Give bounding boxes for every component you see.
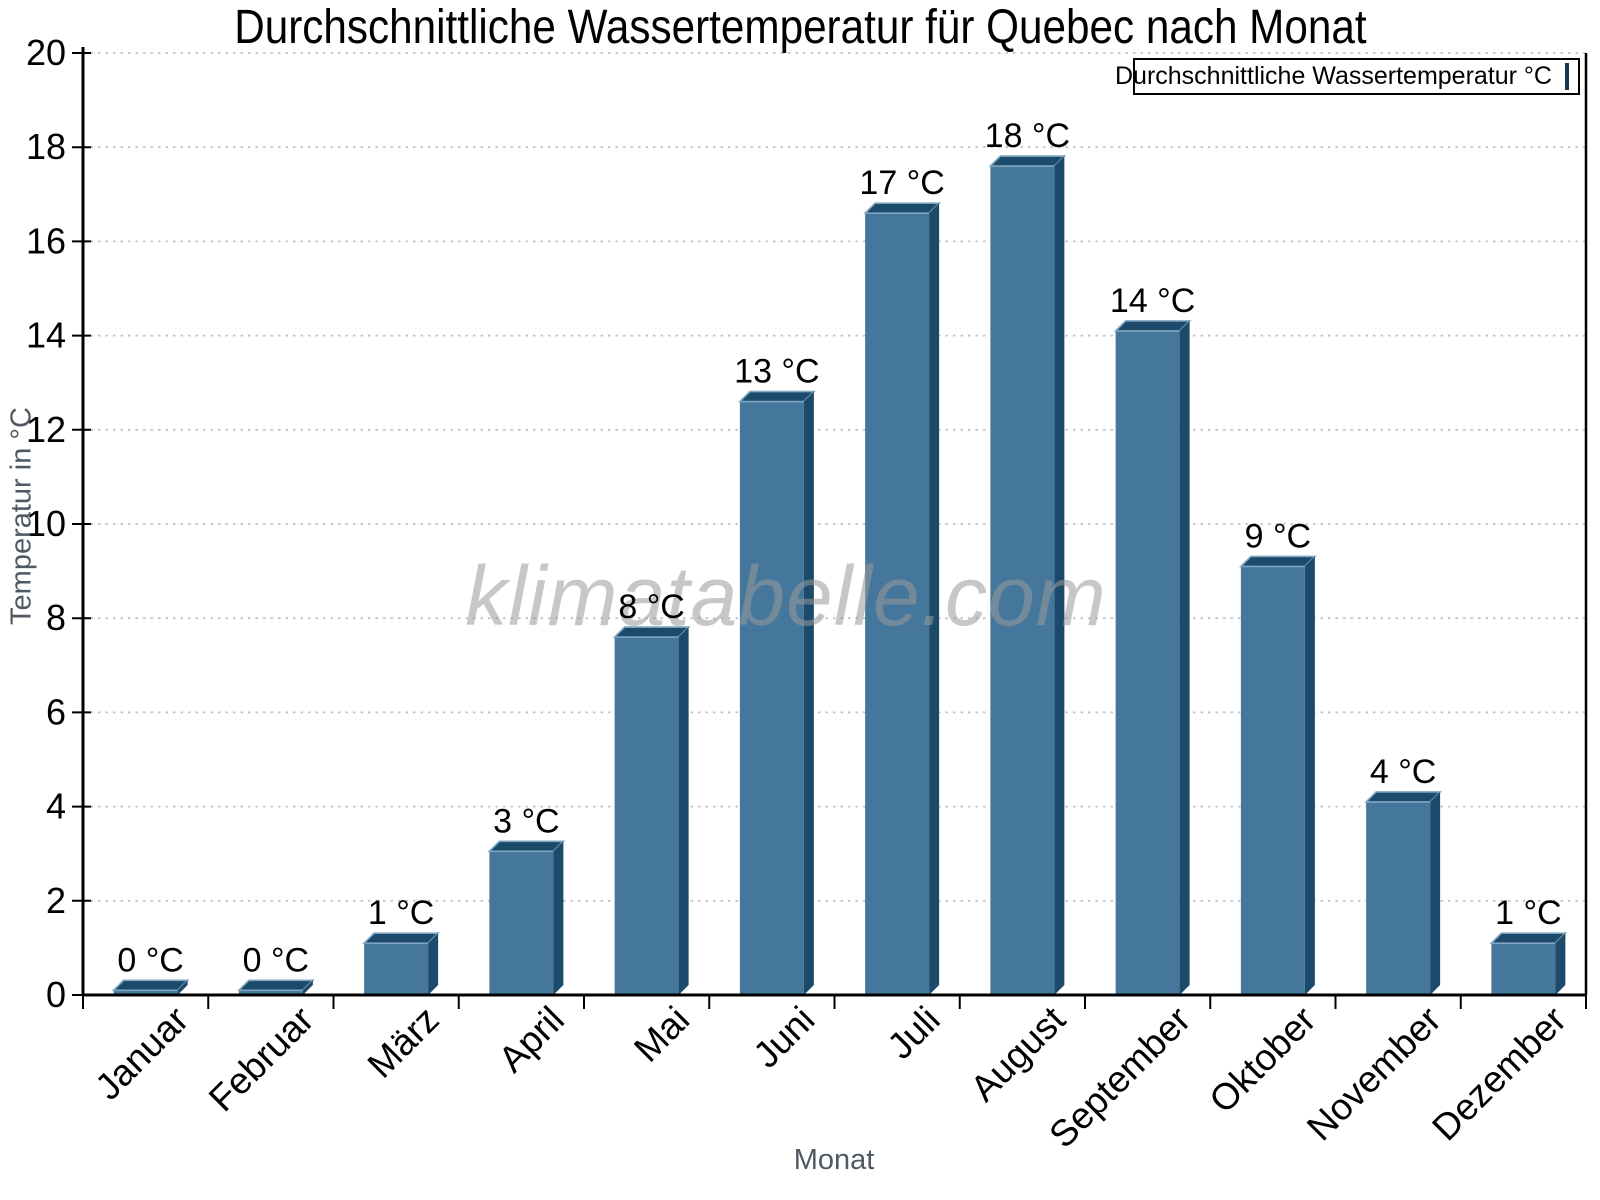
bar-side-august <box>1054 156 1065 996</box>
bar-top-dezember <box>1489 932 1568 944</box>
bar-face-januar <box>113 990 178 995</box>
bar-value-label-januar: 0 °C <box>117 941 184 979</box>
month-label-oktober: Oktober <box>1201 999 1323 1121</box>
bar-side-mai <box>678 627 689 995</box>
month-label-april: April <box>491 999 572 1080</box>
chart-title-text: Durchschnittliche Wassertemperatur für Q… <box>233 1 1367 54</box>
bar-side-november <box>1430 791 1441 995</box>
bar-side-februar <box>302 980 313 995</box>
bar-face-oktober <box>1240 566 1305 995</box>
legend-swatch-icon <box>1565 63 1569 90</box>
bar-value-label-november: 4 °C <box>1370 753 1437 791</box>
bar-face-august <box>990 166 1055 996</box>
legend-label: Durchschnittliche Wassertemperatur °C <box>1115 62 1552 90</box>
watermark-text: klimatabelle.com <box>465 549 1107 643</box>
month-label-juni: Juni <box>746 999 823 1076</box>
bar-face-november <box>1366 801 1431 995</box>
bar-value-label-august: 18 °C <box>985 117 1070 155</box>
bar-value-label-juli: 17 °C <box>859 164 944 202</box>
bar-side-marz <box>428 933 439 995</box>
bar-top-september <box>1113 320 1192 332</box>
bar-side-januar <box>177 980 188 995</box>
y-tick-label-20: 20 <box>26 32 66 73</box>
y-tick-label-2: 2 <box>46 880 66 921</box>
bar-top-april <box>487 840 566 853</box>
bar-side-september <box>1179 320 1190 995</box>
bar-side-juli <box>929 203 940 995</box>
bar-top-marz <box>362 932 441 944</box>
y-tick-label-0: 0 <box>46 974 66 1015</box>
month-label-marz: März <box>360 999 447 1086</box>
bar-top-juli <box>863 202 942 214</box>
bar-side-dezember <box>1555 933 1566 995</box>
y-tick-label-16: 16 <box>26 220 66 261</box>
bar-side-oktober <box>1304 556 1315 995</box>
bar-face-marz <box>364 943 429 995</box>
bar-top-juni <box>737 390 816 403</box>
bar-face-dezember <box>1491 943 1556 995</box>
month-label-februar: Februar <box>201 999 322 1120</box>
bar-side-april <box>553 841 564 995</box>
x-axis-title: Monat <box>793 1144 875 1176</box>
y-tick-label-6: 6 <box>46 691 66 732</box>
y-tick-label-18: 18 <box>26 126 66 167</box>
month-label-juli: Juli <box>880 999 948 1067</box>
bar-face-juni <box>739 401 804 995</box>
bar-value-label-marz: 1 °C <box>368 894 435 932</box>
bar-top-november <box>1364 791 1443 803</box>
bar-value-label-dezember: 1 °C <box>1495 894 1562 932</box>
month-label-dezember: Dezember <box>1424 999 1574 1149</box>
bar-face-mai <box>614 637 679 995</box>
month-label-august: August <box>963 998 1074 1109</box>
bar-value-label-september: 14 °C <box>1110 282 1195 320</box>
bar-value-label-juni: 13 °C <box>734 353 819 391</box>
month-label-november: November <box>1299 999 1449 1149</box>
y-tick-label-14: 14 <box>26 315 66 356</box>
y-tick-label-12: 12 <box>26 409 66 450</box>
bar-value-label-april: 3 °C <box>493 802 560 840</box>
y-tick-label-4: 4 <box>46 786 66 827</box>
bar-value-label-februar: 0 °C <box>243 941 310 979</box>
y-tick-label-10: 10 <box>26 503 66 544</box>
bar-side-juni <box>803 391 814 995</box>
bar-top-februar <box>236 979 315 992</box>
bar-top-august <box>988 155 1067 167</box>
bar-top-januar <box>111 979 190 992</box>
month-label-mai: Mai <box>626 999 697 1070</box>
bar-value-label-oktober: 9 °C <box>1245 517 1312 555</box>
y-axis-title: Temperatur in °C <box>5 407 38 625</box>
bar-value-label-mai: 8 °C <box>618 588 685 626</box>
bar-face-april <box>489 851 554 995</box>
y-tick-label-8: 8 <box>46 597 66 638</box>
bar-face-februar <box>238 990 303 995</box>
legend: Durchschnittliche Wassertemperatur °C <box>1115 58 1580 95</box>
chart-title: Durchschnittliche Wassertemperatur für Q… <box>0 0 1600 56</box>
bar-face-juli <box>865 213 930 995</box>
bar-top-oktober <box>1238 555 1317 568</box>
bar-face-september <box>1115 330 1180 995</box>
month-label-januar: Januar <box>87 999 196 1108</box>
